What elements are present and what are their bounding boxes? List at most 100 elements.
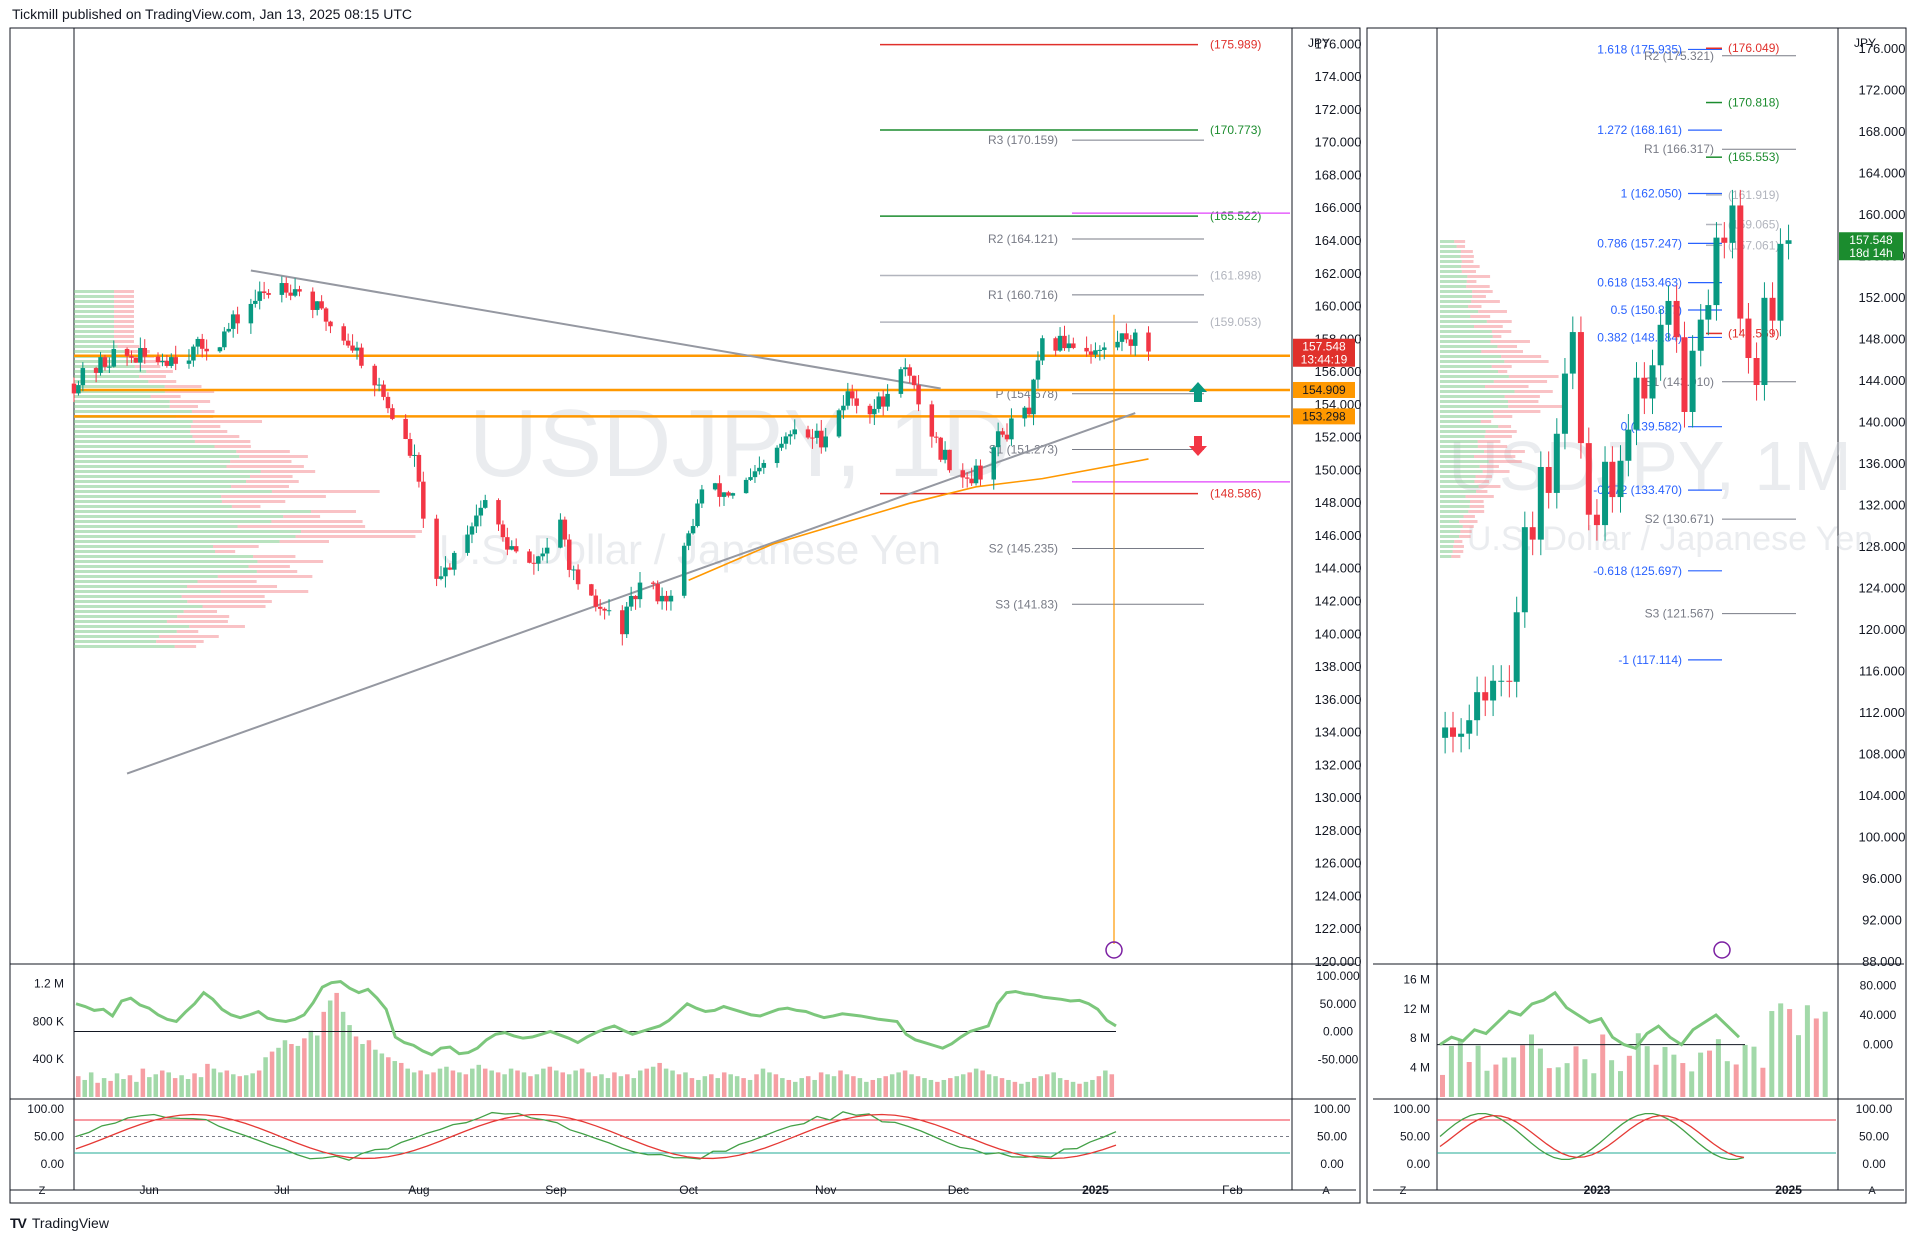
- volume-bar: [857, 1078, 863, 1097]
- volume-bar: [379, 1053, 385, 1097]
- volume-profile-bar: [202, 605, 266, 608]
- volume-profile-bar: [213, 545, 259, 548]
- candle-body: [761, 463, 767, 468]
- horizontal-level-label: (165.522): [1210, 209, 1261, 223]
- stochastic-axis-label-right: 0.00: [1320, 1157, 1344, 1171]
- price-tick-label: 132.000: [1859, 497, 1906, 512]
- price-tick-label: 126.000: [1315, 856, 1362, 871]
- candle-body: [1053, 338, 1058, 351]
- volume-profile-bar: [74, 395, 151, 398]
- volume-profile-bar: [260, 470, 316, 473]
- candle-body: [465, 534, 470, 553]
- candle-body: [1785, 240, 1792, 244]
- volume-profile-bar: [1491, 330, 1512, 333]
- price-label-box: [1293, 338, 1355, 367]
- event-icon: [1713, 941, 1731, 959]
- volume-profile-bar: [1461, 260, 1474, 263]
- volume-bar: [1083, 1081, 1089, 1097]
- volume-profile-bar: [1440, 445, 1478, 448]
- stochastic-axis-label-right: 0.00: [1862, 1157, 1886, 1171]
- volume-bar: [812, 1079, 817, 1097]
- volume-bar: [231, 1074, 236, 1097]
- volume-bar: [663, 1068, 669, 1097]
- candle-body: [885, 393, 890, 407]
- candle-body: [540, 553, 545, 557]
- candle-body: [903, 367, 908, 370]
- candle-body: [1466, 720, 1473, 734]
- fib-level-label: -0.272 (133.470): [1593, 483, 1682, 497]
- horizontal-level-label: (170.818): [1728, 96, 1779, 110]
- volume-profile-bar: [74, 630, 177, 633]
- volume-profile-bar: [1440, 510, 1469, 513]
- volume-bar: [353, 1036, 359, 1097]
- volume-profile-bar: [1472, 290, 1493, 293]
- volume-bar: [1475, 1045, 1481, 1097]
- volume-profile-bar: [177, 615, 230, 618]
- volume-profile-bar: [1514, 390, 1553, 393]
- time-axis-label: Nov: [815, 1183, 836, 1197]
- time-axis-label: 2023: [1584, 1183, 1611, 1197]
- candle-body: [443, 567, 448, 577]
- daily-panel-frame: [9, 27, 1361, 1204]
- volume-profile-bar: [74, 330, 114, 333]
- volume-profile-bar: [74, 590, 221, 593]
- price-tick-label: 160.000: [1315, 299, 1362, 314]
- candle-body: [597, 606, 603, 609]
- volume-profile-bar: [1440, 480, 1475, 483]
- volume-profile-bar: [1440, 515, 1464, 518]
- candle-body: [1097, 349, 1103, 351]
- event-icon: [1105, 941, 1123, 959]
- volume-bar: [470, 1068, 475, 1097]
- volume-bar: [373, 1049, 378, 1097]
- candle-body: [783, 436, 789, 444]
- stochastic-axis-label-right: 50.00: [1317, 1130, 1347, 1144]
- price-tick-label: 128.000: [1859, 539, 1906, 554]
- stochastic-axis-label: 50.00: [1400, 1130, 1430, 1144]
- volume-bar: [1671, 1054, 1677, 1097]
- volume-bar: [618, 1076, 624, 1097]
- volume-bar: [967, 1072, 972, 1097]
- candle-body: [1031, 379, 1036, 415]
- volume-profile-bar: [1452, 550, 1464, 553]
- volume-bar: [838, 1070, 843, 1097]
- candle-body: [297, 289, 302, 292]
- candle-body: [664, 595, 669, 602]
- price-label-countdown: 13:44:19: [1301, 353, 1348, 367]
- candle-body: [960, 470, 966, 478]
- candle-body: [717, 483, 722, 497]
- volume-profile-bar: [1440, 405, 1509, 408]
- volume-profile-bar: [1440, 395, 1505, 398]
- candle-body: [1022, 407, 1027, 419]
- volume-profile-bar: [1440, 555, 1452, 558]
- auto-scale-a-button: A: [1868, 1185, 1876, 1197]
- volume-profile-bar: [74, 375, 139, 378]
- candle-body: [93, 368, 99, 373]
- volume-bar: [1006, 1079, 1011, 1097]
- volume-profile-bar: [1440, 355, 1502, 358]
- volume-bar: [1591, 1073, 1597, 1097]
- candle-body: [726, 492, 731, 496]
- fib-level-label: 1 (162.050): [1621, 187, 1682, 201]
- volume-profile-bar: [74, 490, 272, 493]
- candle-body: [1529, 527, 1536, 540]
- candle-body: [651, 582, 656, 584]
- volume-bar: [1787, 1009, 1793, 1097]
- candle-body: [1665, 300, 1672, 325]
- volume-bar: [295, 1045, 301, 1097]
- tradingview-footer[interactable]: TV TradingView: [10, 1215, 109, 1231]
- volume-profile-bar: [1440, 320, 1487, 323]
- candle-body: [991, 447, 996, 480]
- volume-profile-bar: [1440, 495, 1466, 498]
- candle-body: [743, 479, 749, 494]
- candle-body: [217, 347, 223, 352]
- volume-profile-bar: [74, 640, 157, 643]
- candle-body: [1102, 347, 1107, 350]
- time-axis-label: Feb: [1222, 1183, 1243, 1197]
- volume-bar: [1511, 1057, 1517, 1097]
- candle-body: [1721, 237, 1728, 243]
- candle-body: [1146, 332, 1151, 352]
- stochastic-k-line: [75, 1111, 1117, 1161]
- volume-bar: [1698, 1052, 1704, 1097]
- volume-profile-bar: [74, 340, 114, 343]
